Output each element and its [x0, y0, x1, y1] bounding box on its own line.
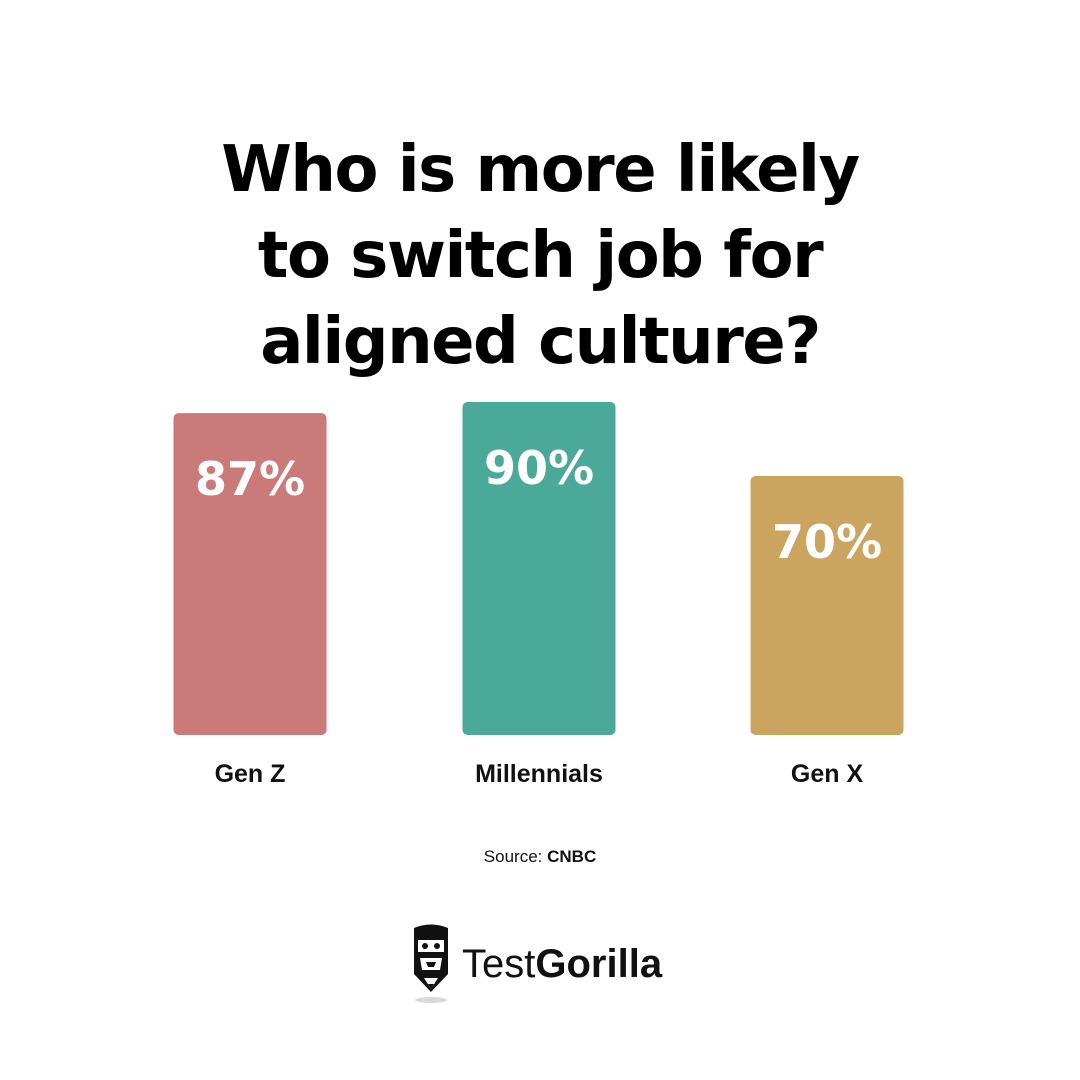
category-label: Gen Z	[215, 760, 286, 788]
bar-gen-x	[750, 476, 904, 735]
bar-chart: 87% Gen Z 90% Millennials 70% Gen X	[173, 402, 904, 788]
bar-value-label: 70%	[772, 515, 882, 569]
category-label: Gen X	[791, 760, 864, 788]
brand-name: TestGorilla	[462, 942, 662, 986]
source-label: Source:	[483, 847, 543, 866]
source-name: CNBC	[547, 847, 597, 866]
chart-title-line: to switch job for	[257, 218, 824, 293]
brand-name-regular: Test	[462, 942, 536, 986]
bar-millennials	[462, 402, 616, 735]
bar-gen-z	[173, 413, 327, 735]
bar-value-label: 90%	[484, 441, 594, 495]
chart-title-line: Who is more likely	[221, 132, 860, 207]
brand-logo: TestGorilla	[410, 922, 662, 1004]
gorilla-logo-icon	[414, 924, 448, 1003]
chart-title: Who is more likely to switch job for ali…	[0, 127, 1080, 385]
brand-name-bold: Gorilla	[535, 942, 663, 986]
bar-value-label: 87%	[195, 452, 305, 506]
source-note: Source: CNBC	[0, 847, 1080, 867]
category-label: Millennials	[475, 760, 603, 788]
chart-title-line: aligned culture?	[260, 304, 821, 379]
